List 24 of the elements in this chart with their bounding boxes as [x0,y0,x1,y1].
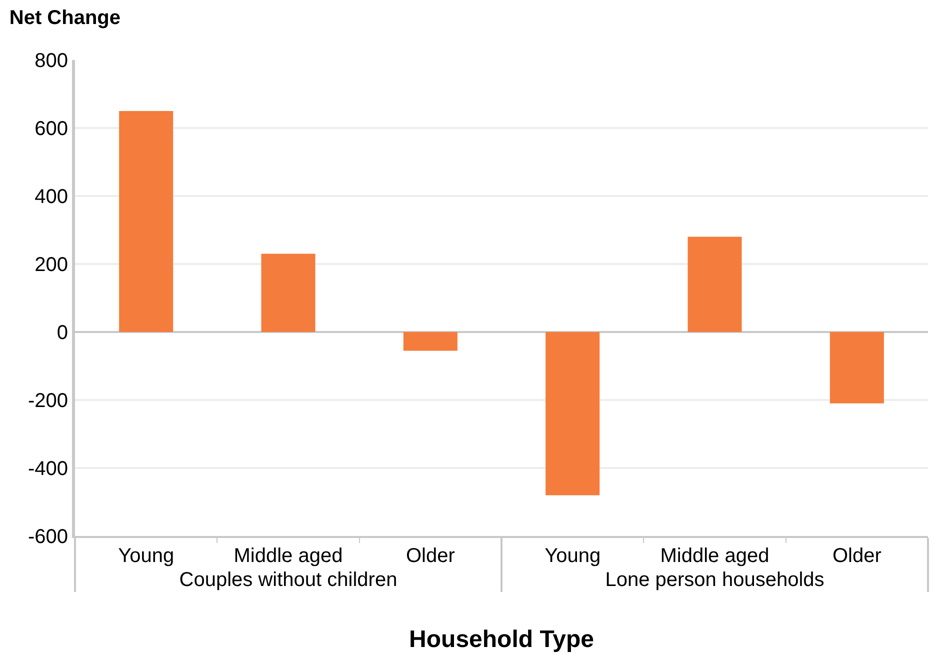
x-tick-label: Young [544,545,601,567]
x-tick-label: Middle aged [660,545,770,567]
y-tick-label: 200 [34,254,68,276]
bar [546,332,600,496]
bar [119,111,174,332]
chart-title: Net Change [9,6,121,29]
x-tick-label: Older [832,545,882,567]
y-tick-label: 600 [34,118,68,140]
x-tick-label: Young [118,545,174,567]
y-tick-label: 800 [34,50,68,72]
x-tick-label: Older [406,545,456,567]
text: Couples without children [179,569,398,591]
bar [688,236,742,332]
y-tick-label: -200 [28,390,68,412]
y-tick-label: 0 [56,322,68,344]
bar [830,332,884,404]
x-tick-label: Middle aged [234,545,343,567]
bar [261,254,316,332]
y-tick-label: -600 [28,526,68,548]
y-tick-label: -400 [28,458,68,480]
text: Lone person households [605,569,824,591]
x-axis-title: Household Type [409,626,594,653]
bar [403,332,458,351]
y-tick-label: 400 [34,186,68,208]
